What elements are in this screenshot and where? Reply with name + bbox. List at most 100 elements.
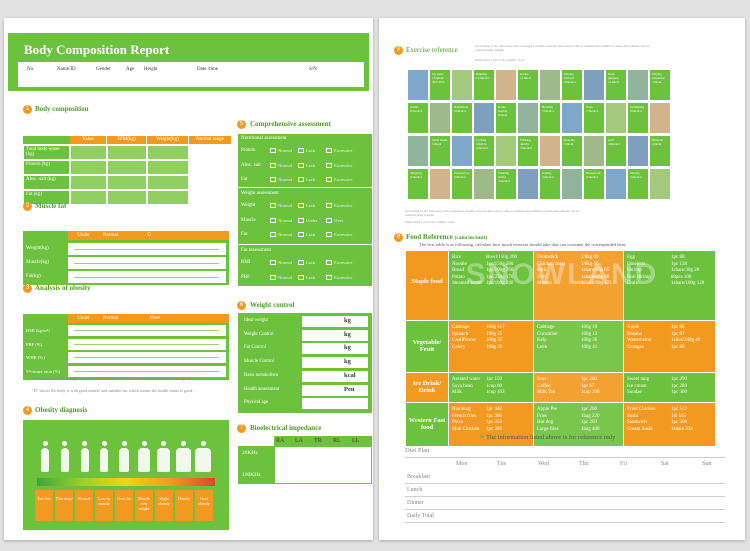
column-header: LA: [295, 438, 303, 444]
value-cell: [189, 175, 232, 190]
exercise-photo: [606, 169, 626, 199]
row-label: Muscle: [241, 217, 256, 223]
exercise-label: Sewing 2.0kcal/d: [628, 169, 648, 199]
option-label: Lack: [306, 203, 316, 208]
option-label: Excessive: [334, 203, 353, 208]
section-number: 8: [394, 46, 403, 55]
body-figure-icon: [41, 448, 49, 472]
section-number: 8: [394, 233, 403, 242]
body-figure-icon: [157, 448, 171, 472]
block-title: Weight assessment: [241, 191, 279, 196]
exercise-label: Bowling 7.0kcal/d: [540, 103, 560, 133]
column-header: Over: [122, 314, 188, 323]
column-header: O: [122, 231, 176, 240]
plan-line: [405, 522, 725, 523]
plan-line: [405, 496, 725, 497]
exercise-label: Up stairs 15min/hr 30.0 /hr/d: [430, 70, 450, 100]
food-column: Egg Omelette Shrimp Boil shrimp Crab: [627, 255, 651, 287]
checkbox-icon: [270, 162, 276, 168]
unit-label: kg: [344, 358, 351, 366]
exercise-photo: [584, 70, 604, 100]
body-figure-icon: [119, 448, 129, 472]
value-cell: [107, 145, 147, 160]
exercise-photo: [408, 70, 428, 100]
row-label: Absc.-salt (kg): [23, 175, 70, 190]
food-column: Cabbage Cucumber Kelp Leek: [537, 325, 558, 350]
column-header: TR: [314, 438, 322, 444]
right-page: 8 Exercise reference According to the fo…: [379, 18, 745, 540]
option-label: Normal: [278, 217, 293, 223]
section-number: 3: [23, 284, 32, 293]
category-box: [115, 490, 133, 521]
food-column: 1pc 200 1pc 67 1cup 168: [581, 377, 600, 396]
checkbox-icon: [298, 177, 304, 182]
category-box: [55, 490, 73, 521]
exercise-label: Ironing 3.0kcal/d: [540, 169, 560, 199]
exercise-description: According to the following table arrange…: [475, 44, 650, 53]
food-category-cell: [406, 373, 448, 402]
exercise-photo: [474, 103, 494, 133]
column-header: RA: [276, 438, 285, 444]
checkbox-icon: [270, 232, 276, 237]
food-block: [624, 251, 715, 320]
value-cell: [147, 145, 189, 160]
day-header: Mon: [456, 461, 468, 467]
exercise-photo: [628, 136, 648, 166]
row-label: Ideal weight: [244, 318, 268, 323]
row-label: BMI (kg/m²): [26, 328, 50, 333]
category-box: [75, 490, 93, 521]
section-title: Weight control: [250, 301, 295, 309]
value-cell: [107, 160, 147, 175]
column-header: Normal range: [189, 136, 231, 144]
exercise-label: Dancing 5.0kcal: [562, 136, 582, 166]
option-label: Lack: [306, 232, 316, 237]
option-label: Normal: [278, 203, 293, 208]
food-column: 1pc 80 1pc 138 1share/30g 26 80pcs 100 1…: [671, 255, 705, 287]
food-category-label: Western Fast food: [408, 417, 446, 431]
scale-line: [74, 357, 219, 358]
info-label: Age: [126, 67, 135, 72]
info-row: [18, 62, 364, 87]
category-box: [135, 490, 153, 521]
checkbox-icon: [298, 162, 304, 168]
row-label: Health assessment: [244, 386, 280, 392]
food-column: Drumstick Chicken chest Pork Beef Mutton: [537, 255, 566, 287]
meal-label: Breakfast: [407, 474, 430, 480]
unit-label: kg: [344, 344, 351, 352]
head-icon: [200, 441, 206, 446]
scale-line: [74, 343, 219, 345]
checkbox-icon: [326, 232, 332, 237]
row-label: Fat(kg): [26, 274, 41, 279]
checkbox-icon: [326, 203, 332, 208]
row-label: Fat (kg): [23, 190, 70, 205]
category-label: Low in muscle: [98, 496, 110, 506]
unit-label: kg: [344, 317, 351, 324]
food-column: Hamburg French fries Pizza Malt Chicken: [452, 407, 480, 432]
option-label: Normal: [278, 148, 293, 153]
scale-line: [74, 277, 219, 278]
exercise-photo: [452, 136, 472, 166]
food-column: 1pc 150 1cup 60 1cup 163: [486, 377, 505, 396]
checkbox-icon: [326, 274, 332, 280]
exercise-photo: [452, 70, 472, 100]
option-label: Normal: [278, 162, 293, 168]
row-label: Weight Control: [244, 331, 274, 337]
column-header: Under: [68, 314, 99, 323]
exercise-photo: [562, 103, 582, 133]
option-label: Lack: [306, 162, 316, 168]
food-title-suffix: (calories/unit): [454, 235, 488, 241]
option-label: Lack: [306, 177, 316, 182]
column-header: RL: [333, 438, 341, 444]
day-header: Fri: [620, 461, 628, 467]
column-header: FFM(kg): [107, 136, 146, 144]
section-number: 1: [23, 105, 32, 114]
info-label: No.: [27, 67, 35, 72]
plan-line: [405, 483, 725, 484]
food-block: [624, 321, 715, 372]
obesity-scale-bar: [37, 478, 215, 486]
exercise-label: Housework 3.5kcal/d: [584, 169, 604, 199]
value-box: [302, 384, 368, 396]
column-header: Weight(kg): [147, 136, 188, 144]
section-title: Comprehensive assessment: [250, 120, 331, 128]
unit-label: Pen: [344, 385, 355, 393]
